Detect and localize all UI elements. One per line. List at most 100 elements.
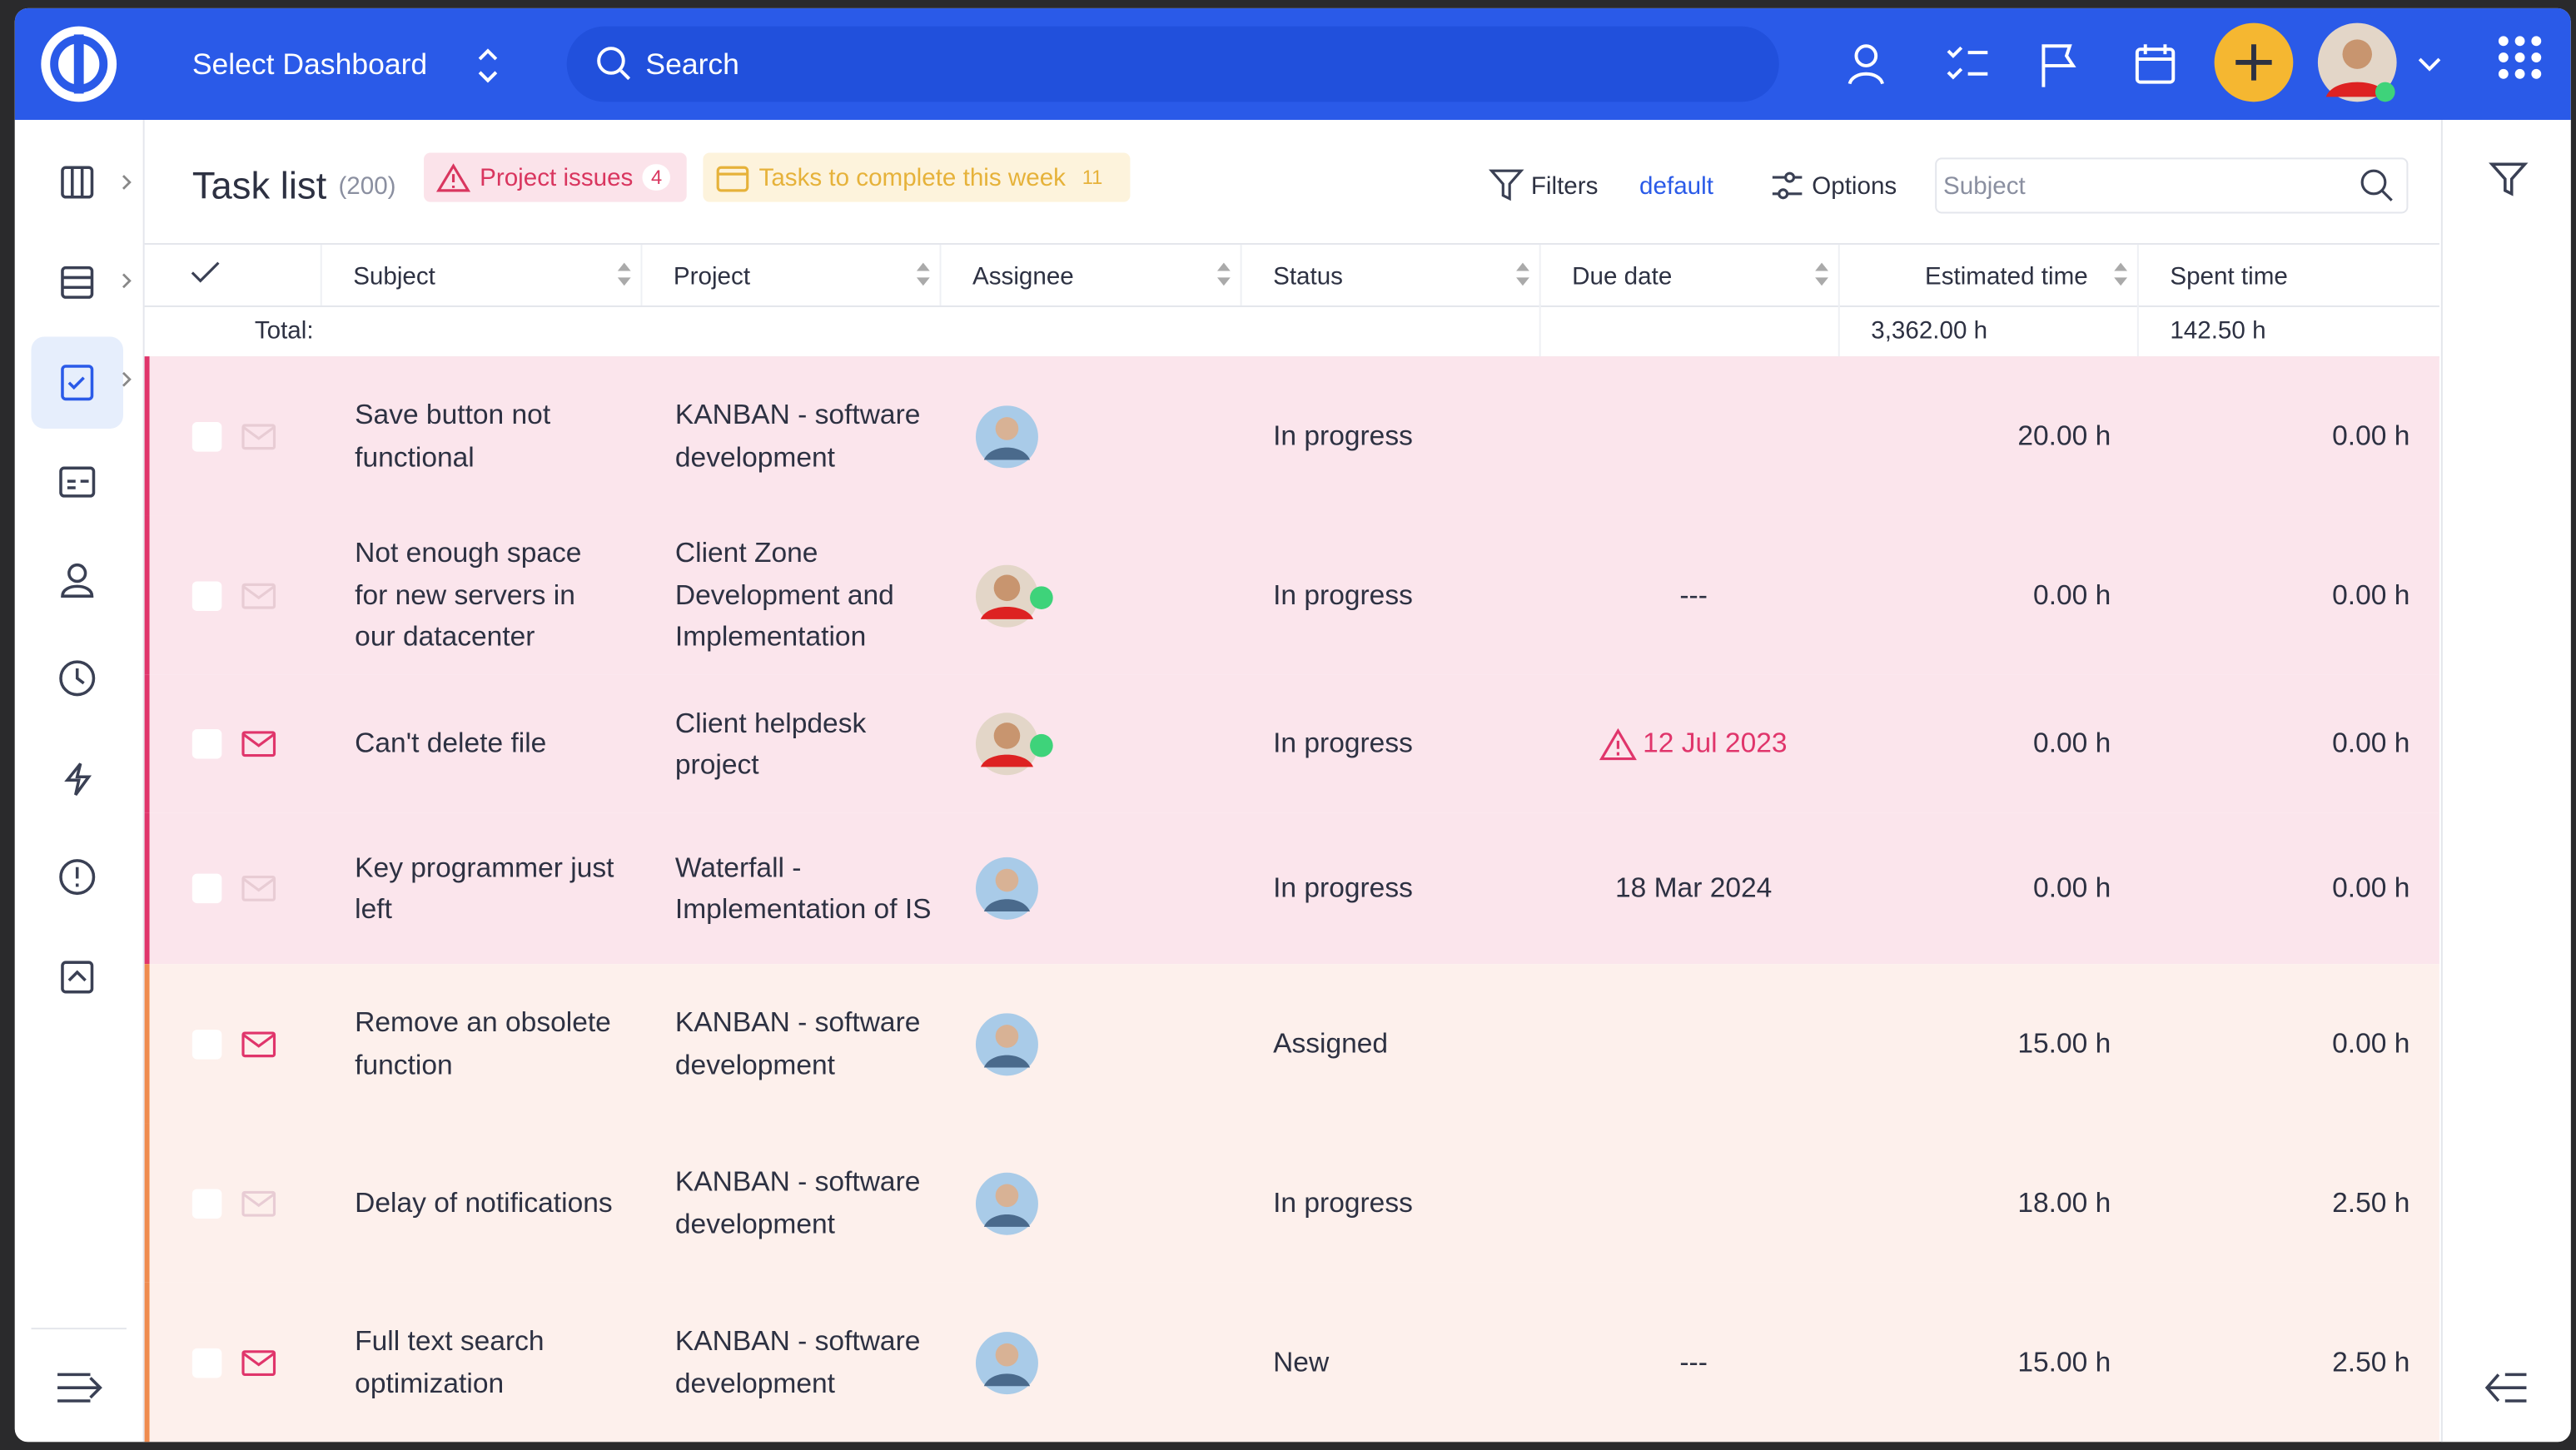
task-subject[interactable]: Key programmer just left — [355, 852, 614, 925]
mail-icon[interactable] — [241, 1348, 277, 1385]
dashboard-select[interactable]: Select Dashboard — [191, 47, 428, 81]
expand-icon[interactable] — [2482, 1368, 2531, 1408]
task-project[interactable]: KANBAN - software development — [674, 399, 921, 473]
column-header[interactable]: Status — [1273, 262, 1343, 291]
task-project[interactable]: KANBAN - software development — [674, 1325, 921, 1399]
column-header[interactable]: Estimated time — [1924, 262, 2088, 291]
logo[interactable] — [37, 25, 120, 107]
filters-button[interactable]: Filters — [1530, 172, 1599, 201]
task-subject[interactable]: Save button not functional — [355, 399, 551, 473]
mail-icon[interactable] — [241, 580, 277, 618]
page-title: Task list — [191, 164, 327, 207]
column-header[interactable]: Assignee — [972, 262, 1074, 291]
tab[interactable]: Tasks to complete this week 11 — [703, 152, 1131, 202]
column-header[interactable]: Due date — [1572, 262, 1673, 291]
mail-icon[interactable] — [241, 1029, 277, 1066]
row-checkbox[interactable] — [191, 1347, 222, 1385]
sort-icon[interactable] — [1514, 261, 1531, 295]
task-row[interactable]: Key programmer just left Waterfall - Impl… — [144, 812, 2439, 965]
top-icons[interactable] — [1847, 22, 2542, 102]
task-row[interactable]: Remove an obsolete function KANBAN - soft… — [144, 964, 2439, 1124]
row-checkbox[interactable] — [191, 873, 222, 911]
main: Task list (200) Project issues 4 Tasks to co… — [144, 120, 2439, 1443]
task-row[interactable]: Save button not functional KANBAN - softw… — [144, 356, 2439, 516]
search-box[interactable]: Search — [566, 26, 1779, 102]
task-status: Assigned — [1273, 1027, 1389, 1060]
total-spent: 142.50 h — [2170, 316, 2266, 345]
row-checkbox[interactable] — [191, 580, 222, 618]
mail-icon[interactable] — [241, 421, 277, 459]
task-spent: 0.00 h — [2332, 579, 2410, 611]
divider — [1539, 304, 1541, 357]
sort-icon[interactable] — [616, 261, 633, 295]
task-project[interactable]: Client Zone Development and Implementati… — [674, 537, 894, 653]
divider — [1838, 304, 1840, 357]
task-row[interactable]: Can't delete file Client helpdesk project… — [144, 674, 2439, 813]
assignee-avatar[interactable] — [974, 711, 1057, 785]
divider — [2136, 304, 2139, 357]
task-subject[interactable]: Remove an obsolete function — [355, 1006, 611, 1080]
task-due: 12 Jul 2023 — [1544, 675, 1843, 813]
task-row[interactable]: Delay of notifications KANBAN - software … — [144, 1123, 2439, 1283]
subject-input[interactable]: Subject — [1935, 157, 2409, 214]
mail-icon[interactable] — [241, 874, 277, 911]
row-checkbox[interactable] — [191, 1188, 222, 1225]
filter-icon[interactable] — [2489, 161, 2529, 200]
window: Select Dashboard Search Task list (200) Pr… — [14, 7, 2571, 1443]
mail-icon[interactable] — [241, 729, 277, 767]
task-subject[interactable]: Full text search optimization — [355, 1325, 545, 1399]
task-project[interactable]: KANBAN - software development — [674, 1165, 921, 1239]
task-estimated: 15.00 h — [2017, 1027, 2111, 1060]
assignee-avatar[interactable] — [974, 1011, 1040, 1085]
column-divider — [939, 244, 942, 305]
row-checkbox[interactable] — [191, 421, 222, 459]
column-header[interactable]: Project — [673, 262, 751, 291]
task-status: New — [1273, 1346, 1330, 1378]
task-estimated: 18.00 h — [2017, 1186, 2111, 1219]
row-checkbox[interactable] — [191, 729, 222, 767]
assignee-avatar[interactable] — [974, 856, 1040, 930]
row-checkbox[interactable] — [191, 1029, 222, 1066]
column-header[interactable]: Spent time — [2170, 262, 2288, 291]
task-subject[interactable]: Delay of notifications — [355, 1186, 613, 1219]
sort-icon[interactable] — [2112, 261, 2129, 295]
sort-icon[interactable] — [1813, 261, 1830, 295]
task-project[interactable]: Client helpdesk project — [674, 707, 867, 781]
task-status: In progress — [1273, 872, 1413, 904]
search-icon — [2360, 169, 2393, 210]
query-name[interactable]: default — [1639, 172, 1713, 201]
task-subject[interactable]: Not enough space for new servers in our … — [355, 537, 582, 653]
assignee-avatar[interactable] — [974, 563, 1057, 637]
total-row: Total: 3,362.00 h 142.50 h — [144, 304, 2439, 359]
task-project[interactable]: Waterfall - Implementation of IS — [674, 852, 932, 925]
task-estimated: 0.00 h — [2033, 872, 2111, 904]
column-divider — [1838, 244, 1840, 305]
task-due: --- — [1679, 579, 1708, 611]
task-due: --- — [1679, 1346, 1708, 1378]
assignee-avatar[interactable] — [974, 1329, 1040, 1403]
search-placeholder: Search — [645, 47, 739, 81]
column-divider — [2136, 244, 2139, 305]
task-spent: 0.00 h — [2332, 872, 2410, 904]
tab-text: Tasks to complete this week — [758, 163, 1066, 191]
nav-icons[interactable] — [15, 120, 143, 1433]
task-status: In progress — [1273, 420, 1413, 452]
task-row[interactable]: Not enough space for new servers in our … — [144, 515, 2439, 675]
task-estimated: 15.00 h — [2017, 1346, 2111, 1378]
options-button[interactable]: Options — [1812, 172, 1897, 201]
task-spent: 2.50 h — [2332, 1346, 2410, 1378]
select-all[interactable] — [191, 260, 221, 294]
assignee-avatar[interactable] — [974, 1170, 1040, 1244]
task-row[interactable]: Full text search optimization KANBAN - so… — [144, 1282, 2439, 1443]
assignee-avatar[interactable] — [974, 403, 1040, 477]
sort-icon[interactable] — [1216, 261, 1232, 295]
sort-icon[interactable] — [915, 261, 932, 295]
task-project[interactable]: KANBAN - software development — [674, 1006, 921, 1080]
mail-icon[interactable] — [241, 1188, 277, 1225]
column-header[interactable]: Subject — [353, 262, 435, 291]
sidebar — [14, 120, 145, 1443]
tab[interactable]: Project issues 4 — [424, 152, 687, 202]
task-subject[interactable]: Can't delete file — [355, 727, 547, 760]
task-estimated: 0.00 h — [2033, 579, 2111, 611]
task-spent: 0.00 h — [2332, 727, 2410, 760]
